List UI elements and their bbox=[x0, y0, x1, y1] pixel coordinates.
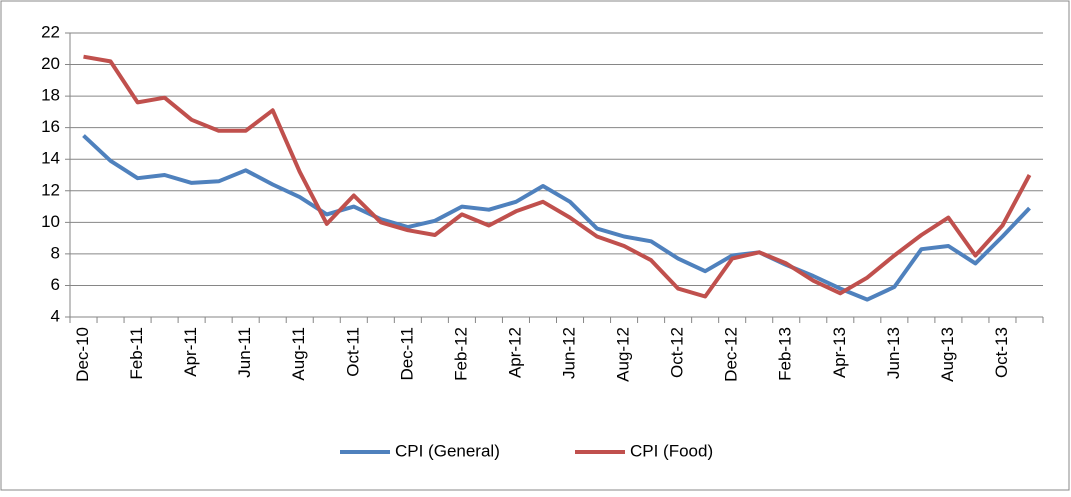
x-tick-label: Jun-12 bbox=[559, 327, 578, 379]
y-tick-label: 6 bbox=[51, 275, 60, 294]
y-tick-label: 22 bbox=[41, 22, 60, 41]
series-line bbox=[83, 54, 1032, 299]
legend-label: CPI (General) bbox=[395, 441, 500, 460]
x-tick-label: Dec-11 bbox=[397, 327, 416, 381]
x-tick-label: Oct-11 bbox=[343, 327, 362, 377]
x-tick-label: Feb-13 bbox=[776, 327, 795, 381]
y-tick-label: 18 bbox=[41, 86, 60, 105]
y-tick-label: 10 bbox=[41, 212, 60, 231]
x-tick-label: Oct-12 bbox=[668, 327, 687, 378]
x-tick-label: Apr-11 bbox=[181, 327, 200, 377]
series-line bbox=[82, 134, 1031, 302]
x-tick-label: Dec-12 bbox=[722, 327, 741, 382]
x-tick-label: Feb-12 bbox=[451, 327, 470, 381]
y-tick-label: 12 bbox=[41, 180, 60, 199]
x-tick-label: Apr-12 bbox=[505, 327, 524, 378]
y-tick-label: 4 bbox=[51, 306, 60, 325]
x-tick-label: Aug-11 bbox=[289, 327, 308, 381]
y-tick-label: 14 bbox=[41, 149, 60, 168]
y-tick-label: 20 bbox=[41, 54, 60, 73]
x-tick-label: Jun-13 bbox=[884, 327, 903, 379]
y-tick-label: 16 bbox=[41, 117, 60, 136]
x-tick-label: Oct-13 bbox=[992, 327, 1011, 378]
x-tick-label: Feb-11 bbox=[127, 327, 146, 380]
y-tick-label: 8 bbox=[51, 243, 60, 262]
x-tick-label: Dec-10 bbox=[73, 327, 92, 382]
x-tick-label: Jun-11 bbox=[235, 327, 254, 378]
x-tick-label: Apr-13 bbox=[830, 327, 849, 378]
x-tick-label: Aug-13 bbox=[938, 327, 957, 382]
legend-label: CPI (Food) bbox=[630, 441, 713, 460]
x-tick-label: Aug-12 bbox=[614, 327, 633, 382]
